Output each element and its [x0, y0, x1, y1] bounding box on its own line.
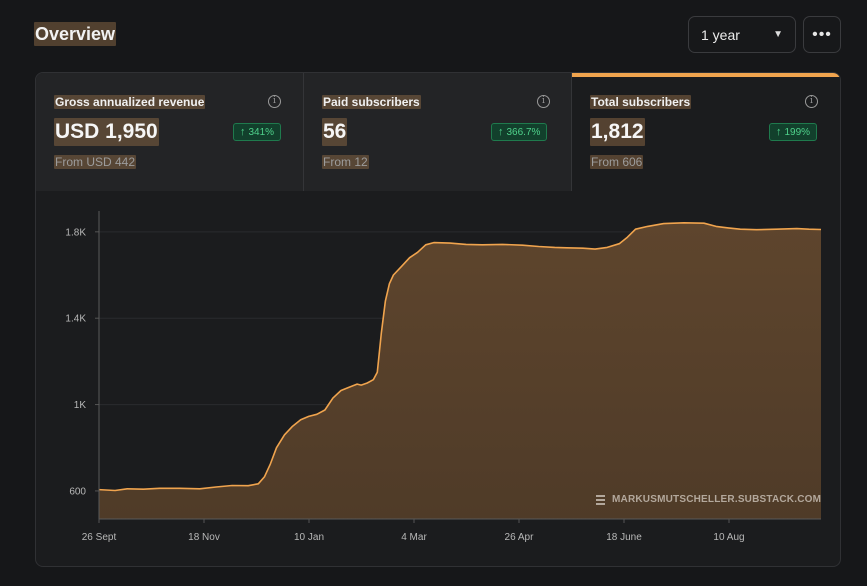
change-value: 366.7%	[506, 127, 541, 138]
metric-gross-revenue[interactable]: Gross annualized revenue i USD 1,950 ↑ 34…	[36, 73, 304, 191]
x-tick-label: 18 June	[606, 532, 642, 543]
substack-logo-icon	[596, 494, 605, 505]
metric-from: From USD 442	[54, 155, 137, 169]
y-tick-label: 1.8K	[65, 227, 86, 238]
change-value: 199%	[784, 127, 811, 138]
change-value: 341%	[248, 127, 275, 138]
info-icon[interactable]: i	[805, 95, 818, 108]
metric-value: 56	[322, 118, 348, 146]
arrow-up-icon: ↑	[498, 126, 504, 138]
metric-value: 1,812	[590, 118, 645, 146]
series-area	[99, 222, 821, 520]
series-line	[98, 222, 822, 492]
arrow-up-icon: ↑	[240, 126, 246, 138]
watermark-text: MARKUSMUTSCHELLER.SUBSTACK.COM	[612, 494, 822, 505]
caret-down-icon: ▼	[773, 29, 783, 40]
period-select-value: 1 year	[701, 26, 740, 43]
chart-svg: 600 1K 1.4K 1.8K 26 Sept 18 Nov 10 Jan 4 Mar 26 …	[65, 211, 822, 543]
change-badge: ↑ 341%	[233, 123, 282, 141]
arrow-up-icon: ↑	[776, 126, 782, 138]
metric-from: From 12	[322, 155, 369, 169]
x-tick-label: 26 Sept	[82, 532, 117, 543]
metric-label: Total subscribers	[590, 95, 692, 109]
metrics-row: Gross annualized revenue i USD 1,950 ↑ 34…	[36, 73, 840, 191]
change-badge: ↑ 199%	[769, 123, 818, 141]
y-tick-label: 600	[69, 486, 86, 497]
x-tick-label: 26 Apr	[505, 532, 535, 543]
metric-paid-subscribers[interactable]: Paid subscribers i 56 ↑ 366.7% From 12	[304, 73, 572, 191]
x-tick-label: 10 Jan	[294, 532, 324, 543]
y-tick-label: 1K	[74, 400, 87, 411]
x-tick-label: 4 Mar	[401, 532, 427, 543]
page-title: Overview	[34, 22, 117, 46]
metric-label: Gross annualized revenue	[54, 95, 206, 109]
metric-value: USD 1,950	[54, 118, 159, 146]
metric-total-subscribers[interactable]: Total subscribers i 1,812 ↑ 199% From 606	[572, 73, 840, 191]
x-tick-label: 10 Aug	[713, 532, 744, 543]
change-badge: ↑ 366.7%	[491, 123, 548, 141]
metric-from: From 606	[590, 155, 644, 169]
metric-label: Paid subscribers	[322, 95, 421, 109]
x-tick-label: 18 Nov	[188, 532, 220, 543]
more-options-button[interactable]: •••	[803, 16, 841, 53]
more-icon: •••	[812, 25, 832, 43]
period-select[interactable]: 1 year ▼	[688, 16, 796, 53]
info-icon[interactable]: i	[268, 95, 281, 108]
info-icon[interactable]: i	[537, 95, 550, 108]
y-tick-label: 1.4K	[65, 314, 86, 325]
subscribers-chart[interactable]: 600 1K 1.4K 1.8K 26 Sept 18 Nov 10 Jan 4 Mar 26 …	[36, 191, 840, 566]
overview-card: Gross annualized revenue i USD 1,950 ↑ 34…	[35, 72, 841, 567]
watermark: MARKUSMUTSCHELLER.SUBSTACK.COM	[596, 494, 821, 505]
